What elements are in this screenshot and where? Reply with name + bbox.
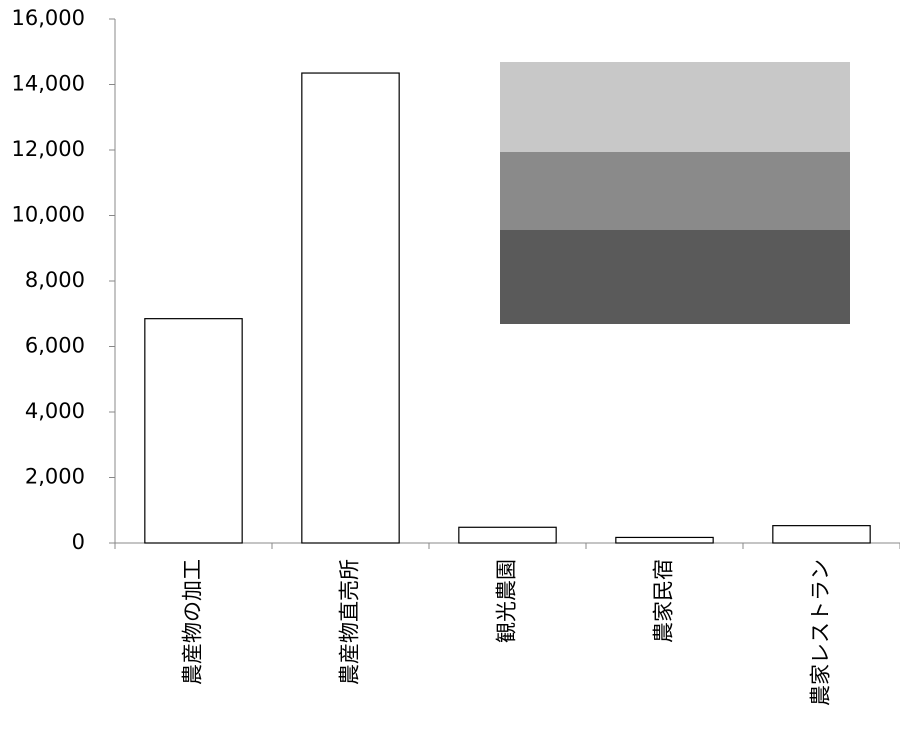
- bar: [615, 536, 714, 544]
- y-tick-label: 0: [72, 530, 85, 554]
- bar: [772, 525, 871, 544]
- y-tick-label: 8,000: [25, 268, 85, 292]
- y-tick-label: 6,000: [25, 334, 85, 358]
- x-tick-label: 農家民宿: [652, 559, 676, 643]
- y-tick-label: 12,000: [12, 137, 85, 161]
- x-tick-label: 観光農園: [495, 559, 519, 643]
- y-tick-label: 16,000: [12, 6, 85, 30]
- bar: [301, 72, 400, 544]
- x-tick-label: 農産物の加工: [181, 559, 205, 685]
- y-tick-label: 10,000: [12, 203, 85, 227]
- bar: [458, 526, 557, 544]
- x-tick-label: 農産物直売所: [338, 559, 362, 685]
- photo: [500, 62, 850, 324]
- x-tick-label: 農家レストラン: [809, 559, 833, 706]
- y-tick-label: 2,000: [25, 465, 85, 489]
- photo-ceiling: [500, 62, 850, 152]
- y-tick-label: 14,000: [12, 72, 85, 96]
- bar: [144, 318, 243, 544]
- photo-crowd: [500, 230, 850, 324]
- y-tick-label: 4,000: [25, 399, 85, 423]
